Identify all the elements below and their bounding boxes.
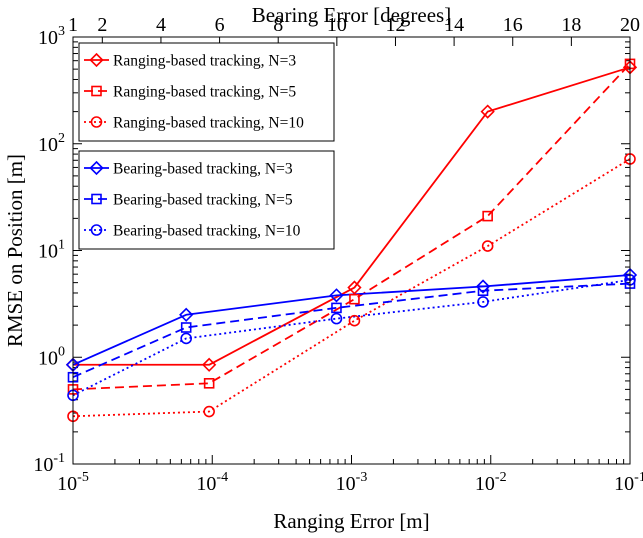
data-point-series-1 (202, 357, 217, 372)
x2-tick-label: 12 (385, 14, 405, 36)
legend-entry: Ranging-based tracking, N=10 (84, 115, 304, 132)
legend-label: Ranging-based tracking, N=3 (113, 53, 296, 70)
legend-label: Bearing-based tracking, N=5 (113, 192, 293, 209)
data-point-series-3 (203, 405, 215, 418)
y-tick-label: 103 (38, 24, 65, 49)
x-axis-title: Ranging Error [m] (273, 509, 429, 533)
x2-tick-label: 4 (156, 14, 166, 36)
data-point-series-4 (179, 307, 194, 322)
data-point-series-5 (180, 322, 192, 333)
y-tick-exponent: 2 (58, 131, 65, 146)
legend-box-1: Ranging-based tracking, N=3 Ranging-based… (78, 42, 335, 142)
x2-tick-label: 10 (327, 14, 347, 36)
data-point-series-4 (329, 288, 344, 303)
y-tick-label: 102 (38, 131, 65, 156)
data-point-series-2 (482, 210, 493, 222)
data-point-series-2 (349, 293, 360, 305)
x2-tick-label: 2 (97, 14, 107, 36)
data-point-series-4 (475, 279, 491, 294)
x2-tick-label: 8 (273, 14, 283, 36)
y-tick-base: 10 (33, 454, 53, 476)
x-tick-exponent: -3 (356, 470, 368, 485)
x2-tick-label: 20 (620, 14, 640, 36)
series-line-4 (72, 274, 631, 366)
data-point-series-3 (348, 314, 361, 327)
legend-frame (78, 42, 335, 142)
series-line-3 (72, 158, 631, 418)
legend-entry: Bearing-based tracking, N=5 (84, 192, 293, 209)
x2-tick-label: 14 (444, 14, 464, 36)
x-tick-label: 10-4 (196, 470, 228, 495)
data-point-series-3 (481, 240, 494, 252)
y-tick-base: 10 (38, 347, 58, 369)
series-line-6 (72, 279, 631, 397)
x2-tick-label: 16 (503, 14, 523, 36)
legends: Ranging-based tracking, N=3 Ranging-based… (78, 42, 335, 250)
x-tick-base: 10 (614, 473, 634, 495)
legend-label: Bearing-based tracking, N=10 (113, 223, 301, 240)
x-tick-label: 10-3 (336, 470, 368, 495)
legend-entry: Ranging-based tracking, N=5 (84, 84, 296, 101)
data-point-series-5 (477, 285, 489, 297)
x2-tick-label: 18 (561, 14, 581, 36)
legend-label: Ranging-based tracking, N=5 (113, 84, 296, 101)
series-line-2 (72, 63, 631, 391)
data-point-series-1 (347, 280, 362, 295)
y-axis-title: RMSE on Position [m] (3, 154, 27, 347)
x-tick-exponent: -5 (77, 470, 89, 485)
data-point-series-6 (180, 332, 192, 345)
y-tick-label: 10-1 (33, 451, 65, 476)
legend-entry: Ranging-based tracking, N=3 (84, 53, 296, 70)
y-tick-base: 10 (38, 27, 58, 49)
legend-marker (90, 224, 103, 236)
y-tick-label: 101 (38, 238, 65, 263)
x-tick-label: 10-5 (57, 470, 89, 495)
y-tick-exponent: 1 (58, 238, 65, 253)
legend-marker (91, 85, 102, 97)
y-tick-exponent: 3 (58, 24, 65, 39)
legend-label: Ranging-based tracking, N=10 (113, 115, 304, 132)
legend-marker (89, 52, 104, 68)
data-point-series-1 (480, 104, 495, 119)
x-tick-label: 10-1 (614, 470, 643, 495)
x-tick-exponent: -1 (634, 470, 643, 485)
legend-box-2: Bearing-based tracking, N=3 Bearing-based… (78, 150, 335, 250)
x2-tick-label: 1 (68, 14, 78, 36)
x-tick-base: 10 (336, 473, 356, 495)
data-point-series-2 (203, 378, 215, 389)
x-tick-base: 10 (57, 473, 77, 495)
series-line-1 (73, 66, 631, 366)
y-tick-base: 10 (38, 134, 58, 156)
series-lines (72, 63, 631, 418)
x-tick-label: 10-2 (475, 470, 507, 495)
x2-tick-label: 6 (215, 14, 225, 36)
data-point-series-6 (330, 312, 343, 325)
legend-label: Bearing-based tracking, N=3 (113, 161, 293, 178)
x-tick-base: 10 (475, 473, 495, 495)
data-point-series-5 (331, 302, 342, 314)
x2-axis-title: Bearing Error [degrees] (252, 3, 451, 27)
y-tick-label: 100 (38, 344, 65, 369)
legend-marker (91, 193, 102, 205)
legend-entry: Bearing-based tracking, N=10 (84, 223, 301, 240)
x-tick-exponent: -2 (495, 470, 507, 485)
legend-marker (89, 160, 104, 176)
x-tick-exponent: -4 (216, 470, 228, 485)
legend-entry: Bearing-based tracking, N=3 (84, 161, 293, 178)
data-point-series-6 (477, 296, 489, 308)
legend-frame (78, 150, 335, 250)
plot-frame (72, 36, 631, 465)
x-tick-base: 10 (196, 473, 216, 495)
y-tick-exponent: 0 (58, 344, 65, 359)
y-tick-exponent: -1 (53, 451, 65, 466)
y-tick-base: 10 (38, 241, 58, 263)
legend-marker (90, 116, 103, 128)
